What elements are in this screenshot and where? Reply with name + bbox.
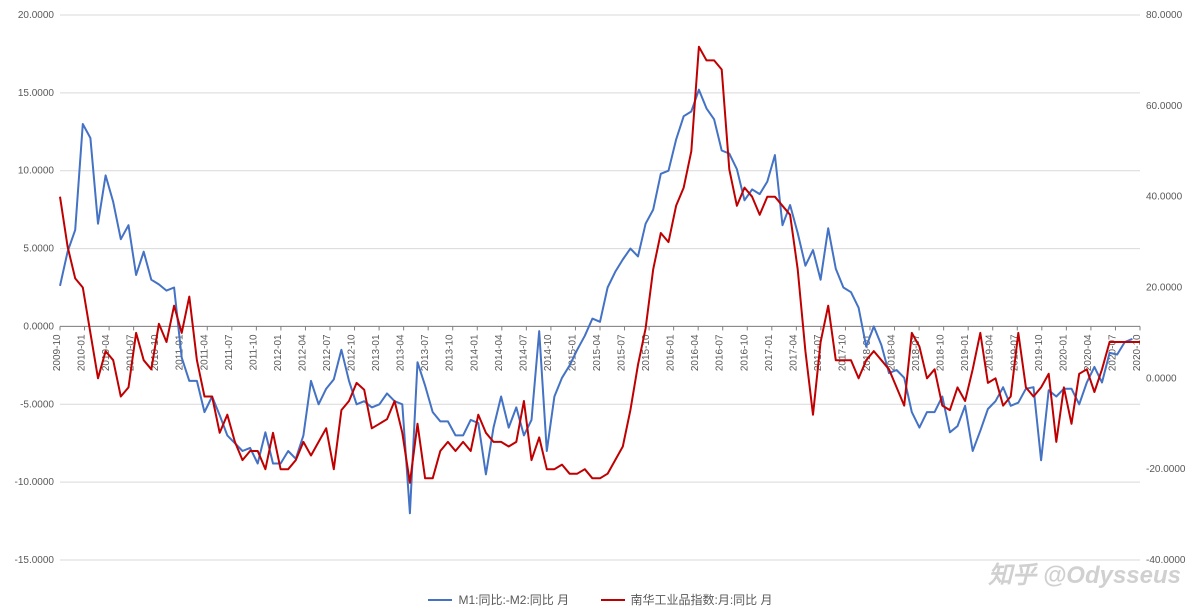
legend-item-series2: 南华工业品指数:月:同比 月 bbox=[601, 591, 773, 608]
svg-text:2015-04: 2015-04 bbox=[592, 334, 603, 371]
chart-container: -15.0000 -10.0000 -5.0000 0.0000 5.0000 10.00… bbox=[0, 0, 1201, 610]
legend-swatch-series1 bbox=[428, 599, 452, 601]
svg-text:2013-01: 2013-01 bbox=[371, 334, 382, 371]
svg-text:2011-07: 2011-07 bbox=[224, 334, 235, 370]
svg-text:2012-01: 2012-01 bbox=[273, 334, 284, 371]
svg-text:-40.0000: -40.0000 bbox=[1146, 555, 1186, 566]
svg-text:2012-07: 2012-07 bbox=[322, 334, 333, 371]
svg-text:-5.0000: -5.0000 bbox=[20, 399, 54, 410]
svg-text:2020-04: 2020-04 bbox=[1083, 334, 1094, 371]
svg-text:2015-07: 2015-07 bbox=[617, 334, 628, 371]
svg-text:2011-04: 2011-04 bbox=[199, 334, 210, 370]
svg-text:2019-10: 2019-10 bbox=[1034, 334, 1045, 371]
svg-text:0.0000: 0.0000 bbox=[1146, 373, 1177, 384]
svg-text:2009-10: 2009-10 bbox=[52, 334, 63, 371]
svg-text:2018-10: 2018-10 bbox=[936, 334, 947, 371]
svg-text:2013-10: 2013-10 bbox=[445, 334, 456, 371]
svg-text:20.0000: 20.0000 bbox=[1146, 283, 1183, 294]
legend-swatch-series2 bbox=[601, 599, 625, 601]
svg-text:2016-01: 2016-01 bbox=[666, 334, 677, 371]
line-chart: -15.0000 -10.0000 -5.0000 0.0000 5.0000 10.00… bbox=[0, 0, 1201, 610]
svg-text:2013-07: 2013-07 bbox=[420, 334, 431, 371]
legend-item-series1: M1:同比:-M2:同比 月 bbox=[428, 591, 569, 608]
svg-text:15.0000: 15.0000 bbox=[18, 88, 55, 99]
svg-text:2011-10: 2011-10 bbox=[248, 334, 259, 370]
svg-text:2016-07: 2016-07 bbox=[715, 334, 726, 371]
svg-text:2012-10: 2012-10 bbox=[347, 334, 358, 371]
svg-text:2017-10: 2017-10 bbox=[837, 334, 848, 371]
svg-text:2016-10: 2016-10 bbox=[739, 334, 750, 371]
svg-text:80.0000: 80.0000 bbox=[1146, 10, 1183, 21]
svg-text:2020-01: 2020-01 bbox=[1058, 334, 1069, 371]
svg-text:40.0000: 40.0000 bbox=[1146, 192, 1183, 203]
svg-text:2019-04: 2019-04 bbox=[985, 334, 996, 371]
svg-text:10.0000: 10.0000 bbox=[18, 166, 55, 177]
svg-text:2013-04: 2013-04 bbox=[396, 334, 407, 371]
svg-text:2019-01: 2019-01 bbox=[960, 334, 971, 371]
svg-text:2016-04: 2016-04 bbox=[690, 334, 701, 371]
svg-text:2014-10: 2014-10 bbox=[543, 334, 554, 371]
svg-text:2010-01: 2010-01 bbox=[77, 334, 88, 371]
svg-text:2014-07: 2014-07 bbox=[518, 334, 529, 371]
svg-text:2012-04: 2012-04 bbox=[297, 334, 308, 371]
svg-text:-15.0000: -15.0000 bbox=[15, 555, 55, 566]
svg-text:2017-01: 2017-01 bbox=[764, 334, 775, 371]
svg-text:-10.0000: -10.0000 bbox=[15, 477, 55, 488]
svg-text:2014-01: 2014-01 bbox=[469, 334, 480, 371]
svg-text:5.0000: 5.0000 bbox=[23, 244, 54, 255]
svg-text:2018-04: 2018-04 bbox=[887, 334, 898, 371]
svg-text:0.0000: 0.0000 bbox=[23, 321, 54, 332]
legend-label-series2: 南华工业品指数:月:同比 月 bbox=[631, 591, 773, 608]
svg-text:2017-04: 2017-04 bbox=[788, 334, 799, 371]
svg-text:60.0000: 60.0000 bbox=[1146, 101, 1183, 112]
svg-text:2014-04: 2014-04 bbox=[494, 334, 505, 371]
svg-text:2020-10: 2020-10 bbox=[1132, 334, 1143, 371]
legend-label-series1: M1:同比:-M2:同比 月 bbox=[458, 591, 569, 608]
legend: M1:同比:-M2:同比 月 南华工业品指数:月:同比 月 bbox=[0, 590, 1201, 609]
svg-text:-20.0000: -20.0000 bbox=[1146, 464, 1186, 475]
svg-text:20.0000: 20.0000 bbox=[18, 10, 55, 21]
